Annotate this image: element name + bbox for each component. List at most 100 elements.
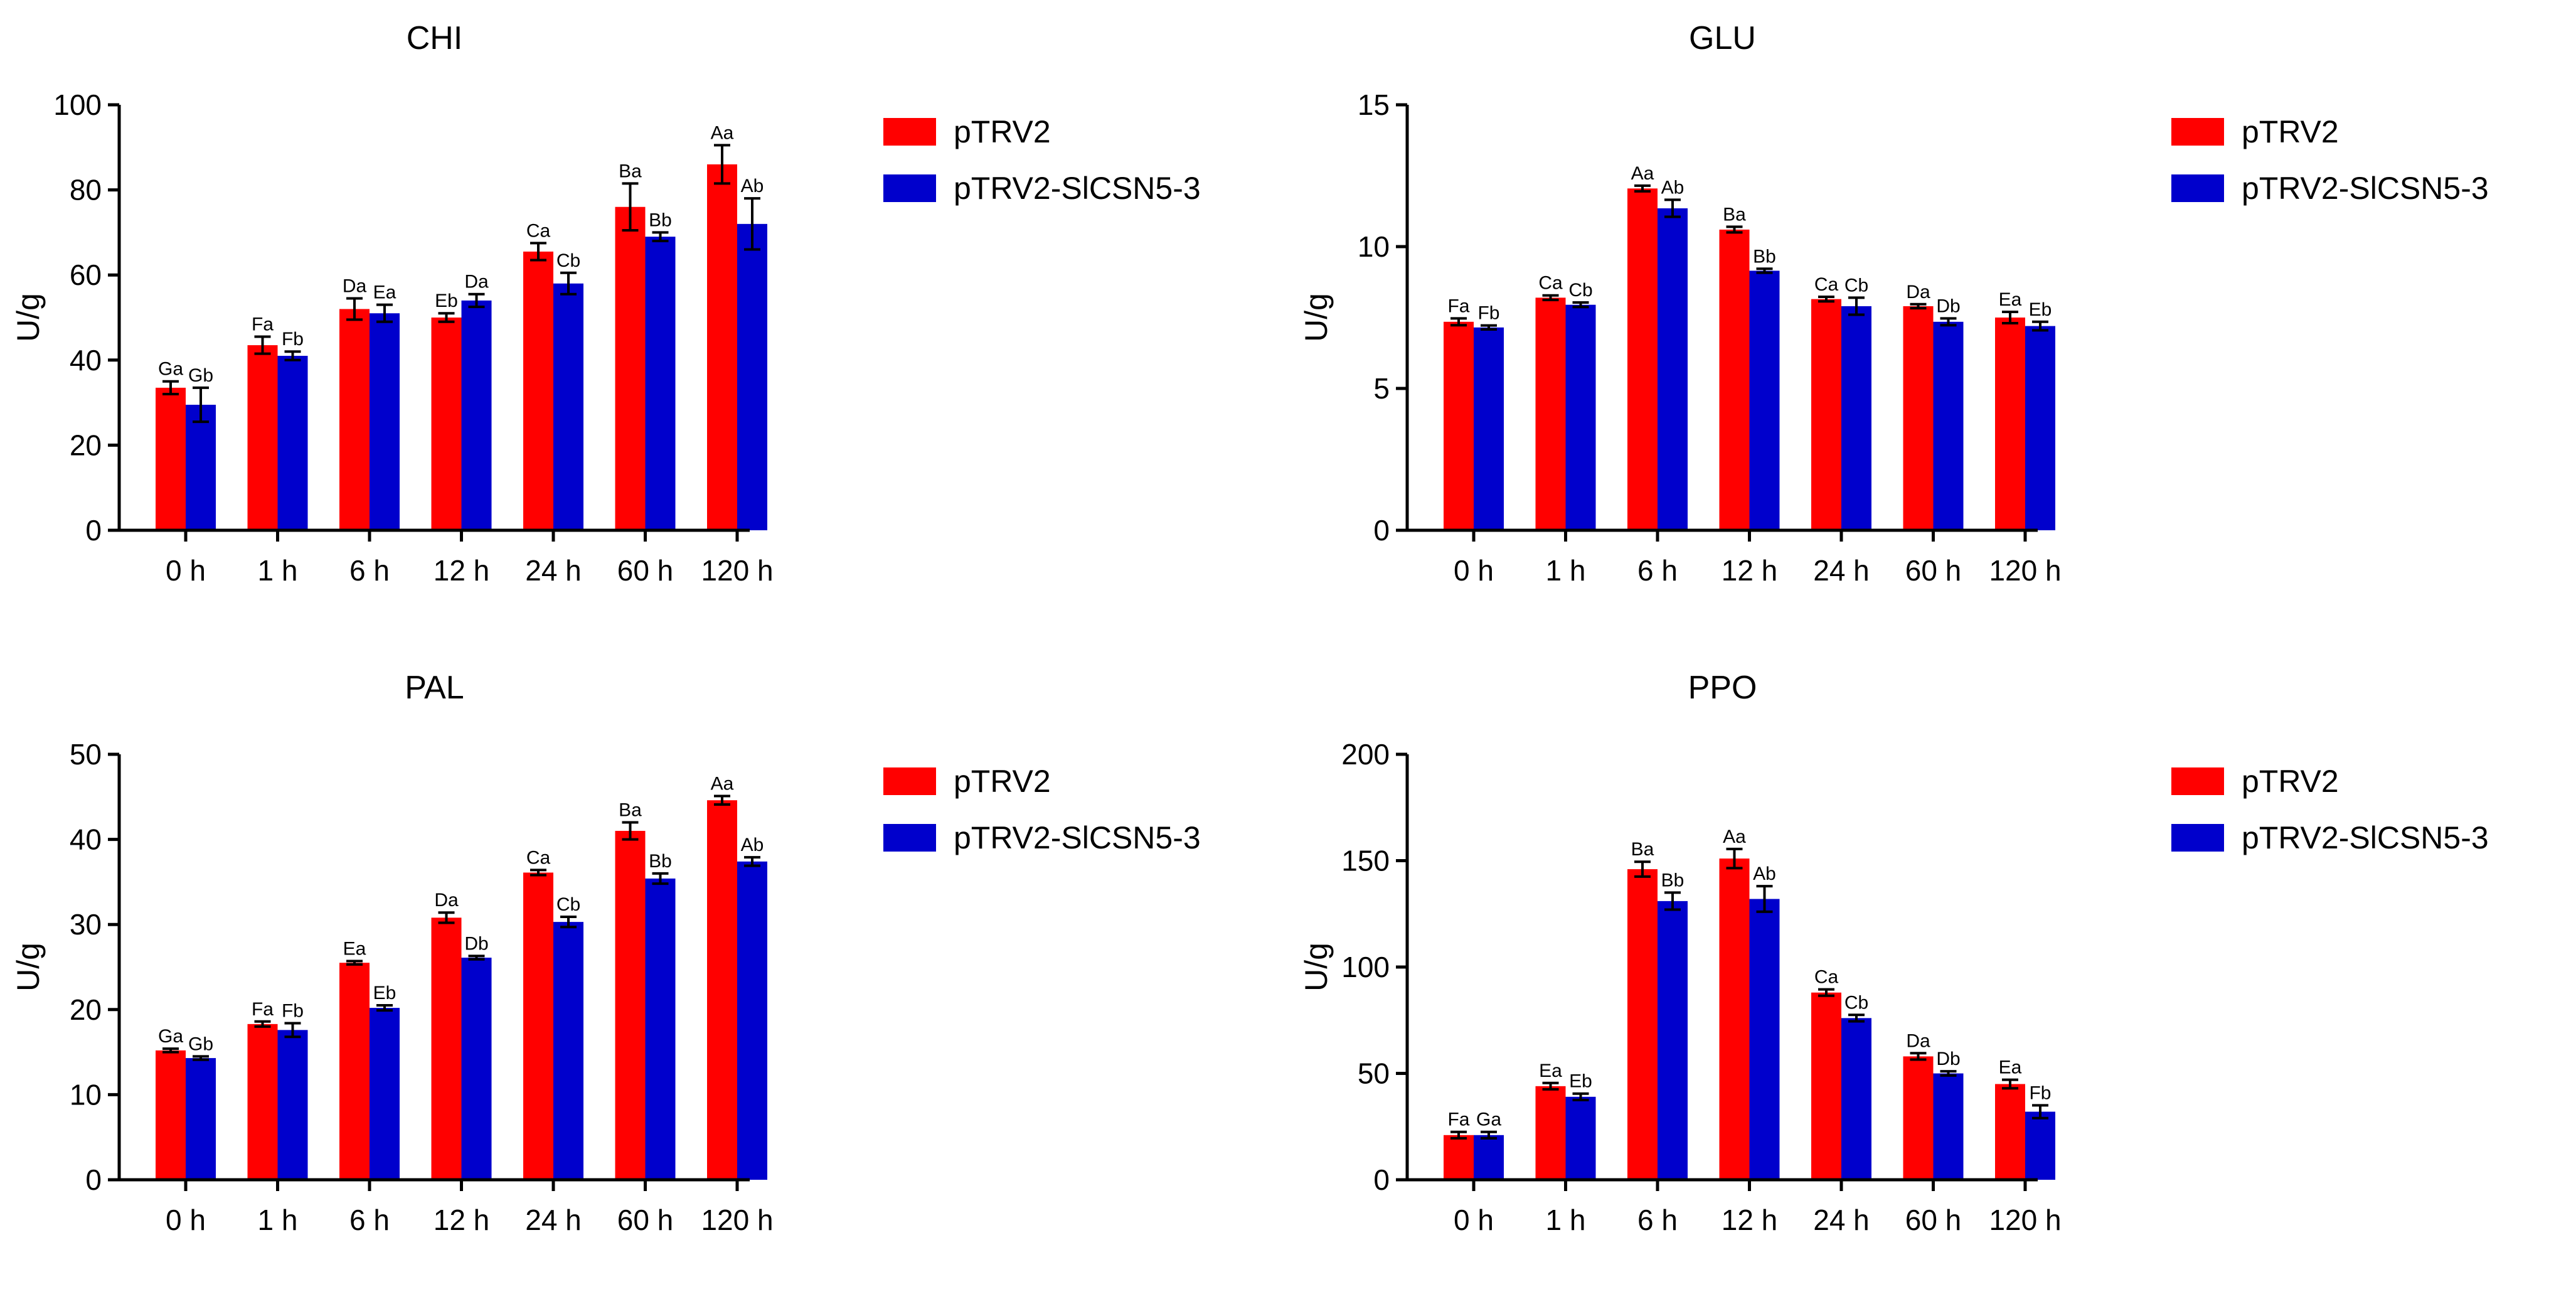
ppo-sig-label: Cb [1844,992,1868,1013]
glu-sig-label: Bb [1753,246,1776,267]
glu-errorbar-1-2 [1664,198,1681,218]
ppo-errorbar-0-0 [1450,1130,1467,1140]
chi-errorbar-0-5 [622,182,639,232]
glu-bar-slcsn5-1 [1565,304,1596,530]
glu-legend-swatch-0 [2171,118,2224,146]
pal-sig-label: Bb [649,851,672,872]
ppo-errorbar-0-5 [1910,1052,1927,1061]
chi-bar-ptrv2-0 [156,387,186,530]
glu-sig-label: Cb [1844,275,1868,296]
glu-bar-ptrv2-3 [1719,229,1750,530]
chi-errorbar-0-1 [254,335,271,355]
ppo-legend-swatch-1 [2171,824,2224,852]
ppo-sig-label: Ga [1476,1109,1501,1130]
glu-ytick-label: 5 [1373,372,1390,405]
glu-legend-label-1: pTRV2-SlCSN5-3 [2242,171,2489,206]
chi-ytick-label: 0 [85,514,102,547]
chi-sig-label: Fb [282,329,304,350]
chi-sig-label: Fa [252,314,274,335]
chi-legend-swatch-0 [883,118,936,146]
glu-sig-label: Da [1906,282,1930,302]
ppo-errorbar-1-5 [1940,1070,1957,1077]
ppo-sig-label: Bb [1661,870,1685,890]
glu-ytick-label: 0 [1373,514,1390,547]
pal-chart: PAL U/g Ga Fa Ea Da Ca Ba Aa Gb Fb Eb Db Cb Bb Ab 0 10 20 3… [11,670,1201,1236]
chi-errorbar-1-3 [468,292,485,309]
chi-bar-ptrv2-2 [339,309,370,530]
glu-sig-label: Cb [1568,280,1592,301]
pal-errorbar-1-0 [193,1055,209,1061]
pal-sig-label: Aa [711,773,734,794]
glu-title: GLU [1689,20,1756,56]
ppo-errorbar-0-3 [1726,847,1743,870]
chi-sig-label: Eb [435,291,458,311]
pal-xtick-label: 12 h [434,1204,490,1236]
ppo-sig-label: Ab [1753,863,1776,884]
pal-sig-label: Ba [619,799,642,820]
ppo-bar-slcsn5-3 [1749,899,1780,1180]
pal-sig-label: Cb [556,894,580,915]
glu-sig-label: Ba [1723,204,1746,225]
pal-bar-slcsn5-5 [645,878,676,1180]
pal-bar-slcsn5-4 [553,922,583,1180]
pal-sig-label: Ea [343,939,366,960]
ppo-ytick-label: 200 [1341,738,1390,771]
ppo-legend-label-0: pTRV2 [2242,764,2339,799]
chi-bar-ptrv2-3 [431,318,462,530]
pal-errorbar-1-6 [744,856,760,867]
glu-bar-slcsn5-0 [1474,327,1504,530]
chi-bar-slcsn5-0 [186,404,216,530]
glu-bar-ptrv2-4 [1811,299,1841,530]
ppo-xtick-label: 60 h [1905,1204,1962,1236]
pal-sig-label: Fa [252,999,274,1020]
pal-bar-ptrv2-2 [339,963,370,1180]
glu-xtick-label: 1 h [1546,554,1586,587]
pal-ytick-label: 0 [85,1163,102,1196]
glu-errorbar-0-5 [1910,302,1927,310]
pal-xtick-label: 60 h [617,1204,674,1236]
glu-legend-swatch-1 [2171,174,2224,202]
chi-errorbar-1-5 [652,231,669,242]
glu-sig-label: Ab [1661,177,1685,198]
chi-title: CHI [407,20,463,56]
chi-sig-label: Ba [619,161,642,181]
ppo-xtick-label: 1 h [1546,1204,1586,1236]
pal-legend-label-1: pTRV2-SlCSN5-3 [954,820,1201,855]
pal-bar-ptrv2-5 [615,831,646,1180]
pal-title: PAL [405,670,464,706]
pal-ylabel: U/g [11,943,46,992]
chi-legend-swatch-1 [883,174,936,202]
pal-sig-label: Ca [526,847,551,868]
chi-chart: CHI U/g Ga Fa Da Eb Ca Ba Aa Gb Fb Ea Da Cb Bb Ab 0 20 40 6… [11,20,1201,587]
glu-errorbar-0-6 [2002,310,2018,325]
ppo-bar-slcsn5-4 [1841,1018,1871,1180]
glu-errorbar-0-2 [1634,184,1651,193]
ppo-errorbar-0-2 [1634,860,1651,878]
glu-sig-label: Ea [1999,289,2022,310]
chi-xtick-label: 120 h [701,554,773,587]
glu-bar-slcsn5-4 [1841,306,1871,530]
chi-xtick-label: 6 h [349,554,390,587]
chi-bar-slcsn5-5 [645,237,676,530]
glu-xtick-label: 12 h [1722,554,1778,587]
glu-bar-slcsn5-6 [2025,326,2055,530]
ppo-ytick-label: 0 [1373,1163,1390,1196]
chi-errorbar-0-3 [438,312,455,323]
pal-ytick-label: 40 [70,823,102,856]
pal-errorbar-1-2 [376,1004,393,1012]
chi-errorbar-1-4 [560,271,577,296]
ppo-bar-slcsn5-5 [1933,1073,1964,1180]
ppo-bar-ptrv2-2 [1627,869,1658,1180]
ppo-sig-label: Ea [1999,1057,2022,1078]
glu-xtick-label: 0 h [1454,554,1494,587]
pal-errorbar-1-3 [468,954,485,961]
ppo-bar-slcsn5-6 [2025,1111,2055,1180]
glu-ylabel: U/g [1299,293,1334,342]
chi-errorbar-1-6 [744,197,760,251]
ppo-sig-label: Fa [1447,1109,1469,1130]
pal-bar-ptrv2-3 [431,917,462,1180]
glu-xtick-label: 120 h [1989,554,2061,587]
chi-errorbar-0-0 [162,380,179,396]
pal-legend-swatch-1 [883,824,936,852]
